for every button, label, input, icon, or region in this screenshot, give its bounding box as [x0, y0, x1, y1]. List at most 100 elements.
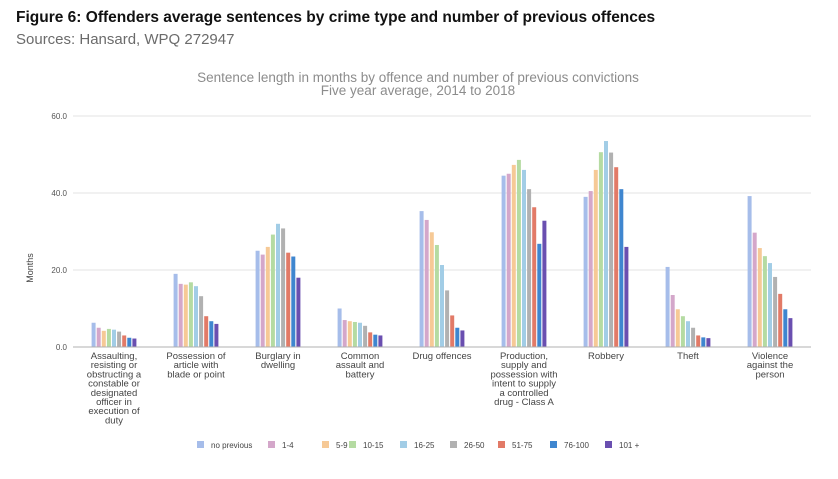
x-category-label: battery: [345, 369, 374, 380]
x-category-label: assault and: [336, 360, 385, 371]
bar: [686, 321, 690, 347]
legend-swatch: [268, 441, 275, 448]
bar: [347, 321, 352, 347]
y-tick-label: 20.0: [51, 266, 67, 275]
x-category-label: person: [755, 369, 784, 380]
bar: [680, 316, 685, 347]
bar: [624, 246, 629, 347]
bar: [96, 327, 101, 347]
bar: [619, 189, 624, 347]
bar: [445, 290, 450, 347]
chart-subtitle: Five year average, 2014 to 2018: [321, 83, 515, 98]
bar: [122, 335, 127, 347]
bar: [112, 329, 116, 347]
bar: [583, 196, 588, 347]
x-category-label: execution of: [88, 406, 140, 417]
bar: [670, 295, 675, 347]
legend-swatch: [349, 441, 356, 448]
bar: [455, 327, 460, 347]
x-category-label: dwelling: [261, 360, 295, 371]
bar: [788, 318, 793, 348]
bar: [752, 232, 757, 347]
bar: [204, 316, 209, 347]
bar: [342, 320, 347, 347]
bar: [783, 309, 788, 347]
x-category-label: a controlled: [499, 388, 548, 399]
legend-label: 76-100: [564, 441, 589, 450]
bar: [188, 282, 193, 347]
bar: [358, 322, 362, 347]
bar: [434, 244, 439, 347]
bar: [511, 164, 516, 347]
bar: [501, 175, 506, 347]
bar: [527, 189, 532, 347]
figure-source: Sources: Hansard, WPQ 272947: [16, 31, 235, 48]
x-category-label: Production,: [500, 351, 548, 362]
x-category-label: Drug offences: [413, 351, 472, 362]
bar: [588, 191, 593, 347]
x-category-label: duty: [105, 415, 123, 426]
legend-label: 101 +: [619, 441, 640, 450]
y-tick-label: 0.0: [56, 343, 68, 352]
legend-label: 51-75: [512, 441, 533, 450]
bar: [419, 211, 424, 347]
y-axis-ticks: 0.0 20.0 40.0 60.0: [51, 112, 67, 352]
bar: [276, 223, 280, 347]
x-category-label: constable or: [88, 379, 140, 390]
bar: [281, 228, 286, 347]
x-category-label: supply and: [501, 360, 547, 371]
x-category-label: intent to supply: [492, 379, 556, 390]
bar: [260, 254, 265, 347]
bar: [701, 337, 706, 348]
bar: [768, 263, 772, 347]
x-category-label: Assaulting,: [91, 351, 137, 362]
bar: [598, 152, 603, 347]
bar: [286, 252, 291, 347]
bar: [270, 234, 275, 347]
bar: [537, 243, 542, 347]
legend-label: 16-25: [414, 441, 435, 450]
bar: [691, 327, 696, 347]
bar: [532, 207, 537, 347]
bar: [609, 152, 614, 347]
x-category-label: drug - Class A: [494, 397, 554, 408]
bar: [363, 325, 368, 347]
bar: [106, 328, 111, 347]
bar: [373, 334, 378, 347]
bar: [127, 337, 132, 347]
x-category-label: Burglary in: [255, 351, 300, 362]
legend-swatch: [498, 441, 505, 448]
bar: [368, 332, 373, 347]
legend-swatch: [450, 441, 457, 448]
x-category-label: designated: [91, 388, 137, 399]
bar: [194, 286, 198, 347]
bar: [199, 296, 204, 347]
bar: [614, 167, 619, 347]
bar: [762, 256, 767, 347]
x-category-label: blade or point: [167, 369, 225, 380]
x-category-label: resisting or: [91, 360, 137, 371]
bar: [593, 169, 598, 347]
legend-swatch: [322, 441, 329, 448]
legend-swatch: [197, 441, 204, 448]
bar: [460, 330, 465, 347]
bar: [506, 173, 511, 347]
bar: [178, 283, 183, 347]
y-tick-label: 60.0: [51, 112, 67, 121]
bar: [352, 321, 357, 347]
bar: [296, 277, 301, 347]
bar: [604, 141, 608, 347]
bar: [117, 331, 122, 347]
bar: [747, 196, 752, 347]
legend-label: 1-4: [282, 441, 294, 450]
chart-title: Sentence length in months by offence and…: [197, 70, 639, 85]
bar: [424, 219, 429, 347]
legend-label: no previous: [211, 441, 252, 450]
bar: [101, 330, 106, 347]
bar: [696, 335, 701, 347]
bar: [91, 322, 96, 347]
gridlines: [73, 115, 811, 271]
bar: [440, 265, 444, 347]
x-category-label: Theft: [677, 351, 699, 362]
